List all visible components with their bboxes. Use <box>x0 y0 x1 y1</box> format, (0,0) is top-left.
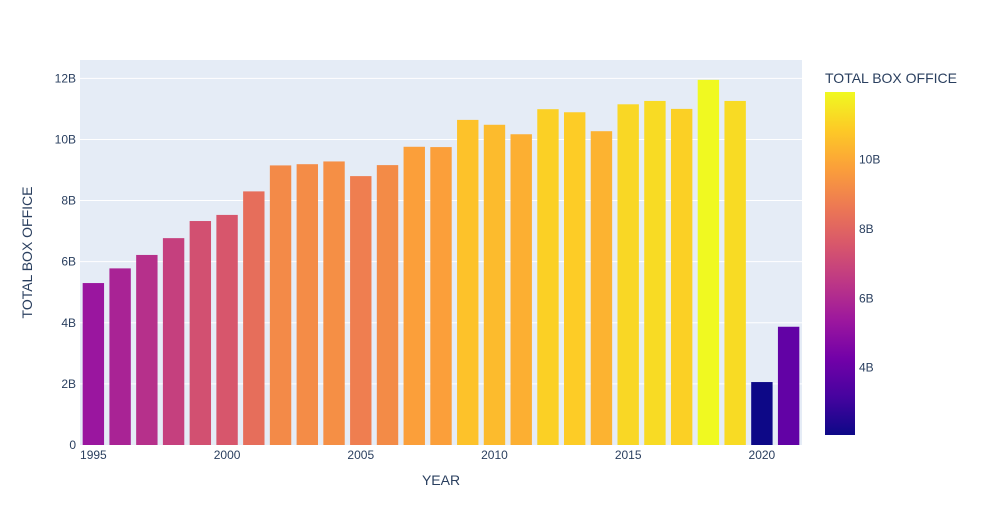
bar-2016 <box>644 100 666 445</box>
y-tick-label: 8B <box>61 194 76 208</box>
x-tick-label: 2010 <box>481 448 508 462</box>
colorbar-tick-label: 6B <box>859 291 874 305</box>
y-tick-label: 2B <box>61 377 76 391</box>
y-axis-title: TOTAL BOX OFFICE <box>19 187 35 319</box>
y-tick-label: 0 <box>69 438 76 452</box>
bar-2005 <box>350 176 372 445</box>
bar-2021 <box>777 326 800 445</box>
x-tick-label: 2020 <box>749 448 776 462</box>
x-axis-ticks: 1995 2000 2005 2010 2015 2020 <box>80 448 776 462</box>
bar-1998 <box>162 238 185 445</box>
bar-1999 <box>189 221 212 445</box>
bar-1996 <box>109 268 131 445</box>
bar-2000 <box>216 214 238 445</box>
bar-2007 <box>403 146 425 445</box>
colorbar-tick-label: 4B <box>859 361 874 375</box>
colorbar-ticks: 4B 6B 8B 10B <box>859 153 880 375</box>
colorbar-tick-label: 10B <box>859 153 880 167</box>
bar-2018 <box>697 79 720 445</box>
bar-2014 <box>590 131 613 445</box>
y-axis-ticks: 0 2B 4B 6B 8B 10B 12B <box>55 71 77 452</box>
colorbar: TOTAL BOX OFFICE 4B 6B 8B 10B <box>825 70 957 435</box>
bar-2020 <box>751 382 773 445</box>
bar-2011 <box>510 134 532 445</box>
bar-2019 <box>724 100 746 445</box>
colorbar-tick-label: 8B <box>859 222 874 236</box>
colorbar-title: TOTAL BOX OFFICE <box>825 70 957 86</box>
bars <box>82 79 800 446</box>
x-tick-label: 2015 <box>615 448 642 462</box>
y-tick-label: 10B <box>55 132 76 146</box>
x-tick-label: 2000 <box>214 448 241 462</box>
bar-2017 <box>670 108 693 445</box>
bar-2003 <box>296 164 318 445</box>
bar-2006 <box>376 165 399 445</box>
bar-2015 <box>617 104 639 446</box>
bar-2012 <box>537 109 559 445</box>
bar-2008 <box>430 147 452 446</box>
y-tick-label: 4B <box>61 316 76 330</box>
y-tick-label: 6B <box>61 255 76 269</box>
colorbar-scale <box>825 92 855 435</box>
bar-2001 <box>243 191 265 445</box>
bar-2004 <box>323 161 345 445</box>
bar-1995 <box>82 283 105 445</box>
bar-2013 <box>564 112 586 445</box>
y-tick-label: 12B <box>55 71 76 85</box>
bar-1997 <box>136 254 158 445</box>
bar-2009 <box>457 119 479 445</box>
bar-2002 <box>269 165 292 445</box>
x-axis-title: YEAR <box>422 472 460 488</box>
x-tick-label: 1995 <box>80 448 107 462</box>
bar-2010 <box>483 124 506 446</box>
x-tick-label: 2005 <box>347 448 374 462</box>
